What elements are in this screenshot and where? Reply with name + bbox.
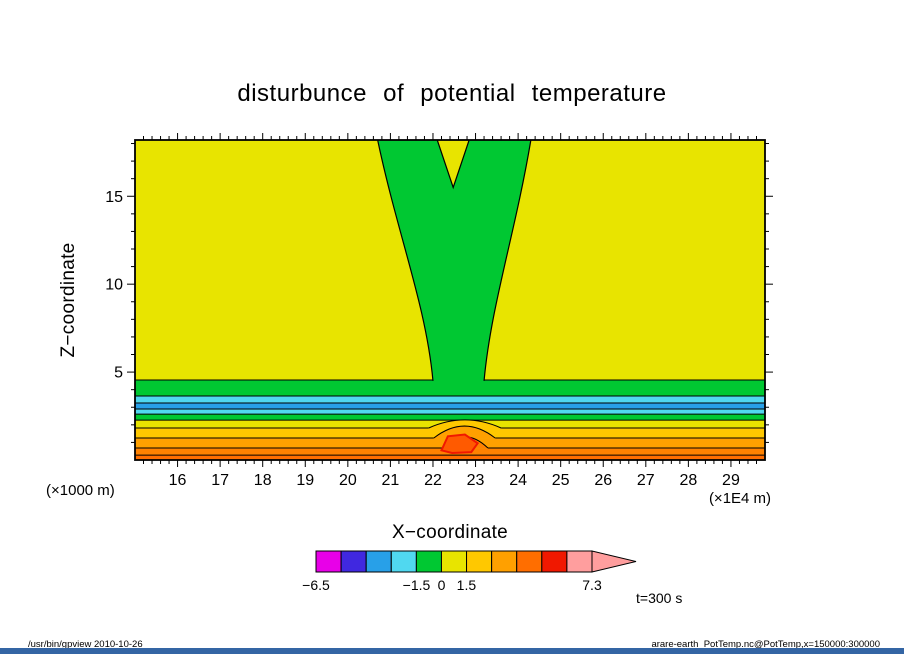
x-tick-label: 19 bbox=[296, 472, 314, 489]
colorbar-segment bbox=[466, 550, 493, 573]
colorbar-segment bbox=[566, 550, 593, 573]
contour-band bbox=[135, 409, 765, 415]
x-tick-label: 27 bbox=[637, 472, 655, 489]
colorbar-segment bbox=[415, 550, 442, 573]
x-tick-label: 17 bbox=[211, 472, 229, 489]
colorbar: −6.5 −1.5 0 1.5 7.3 bbox=[302, 550, 637, 593]
notch-contour bbox=[436, 139, 470, 190]
x-tick-label: 16 bbox=[169, 472, 187, 489]
x-tick-label: 23 bbox=[467, 472, 485, 489]
y-tick-label: 5 bbox=[114, 365, 123, 382]
colorbar-tick-label: 0 bbox=[438, 577, 446, 593]
x-tick-label: 26 bbox=[594, 472, 612, 489]
y-axis-label: Z−coordinate bbox=[58, 242, 79, 357]
colorbar-segment bbox=[491, 550, 518, 573]
contour-band bbox=[135, 455, 765, 460]
mound-contour bbox=[433, 425, 496, 439]
colorbar-tick-label: −1.5 bbox=[403, 577, 431, 593]
plot-axes: 16 17 18 19 20 21 22 23 24 25 26 27 28 29 5 10 15 bbox=[105, 133, 773, 489]
colorbar-segment bbox=[365, 550, 392, 573]
footer-right-text: arare-earth_PotTemp.nc@PotTemp,x=150000:… bbox=[651, 639, 880, 650]
footer-left-text: /usr/bin/gpview 2010-10-26 bbox=[28, 639, 143, 650]
colorbar-segment bbox=[315, 550, 342, 573]
y-axis-unit: (×1000 m) bbox=[46, 482, 115, 499]
x-axis-label: X−coordinate bbox=[392, 522, 508, 543]
notch-shape bbox=[437, 140, 470, 188]
contour-band bbox=[135, 403, 765, 410]
contour-band bbox=[135, 380, 765, 396]
colorbar-tick-label: 1.5 bbox=[457, 577, 477, 593]
mound-contour bbox=[428, 419, 502, 429]
plume-outline-left bbox=[377, 139, 434, 381]
x-tick-label: 25 bbox=[552, 472, 570, 489]
colorbar-segment bbox=[541, 550, 568, 573]
x-tick-label: 28 bbox=[679, 472, 697, 489]
window-bottom-bar bbox=[0, 648, 904, 654]
x-tick-label: 21 bbox=[382, 472, 400, 489]
x-tick-label: 29 bbox=[722, 472, 740, 489]
warm-blob bbox=[440, 433, 480, 454]
contour-field bbox=[135, 139, 765, 460]
time-label: t=300 s bbox=[636, 590, 682, 606]
colorbar-arrow bbox=[591, 550, 637, 573]
contour-band bbox=[135, 396, 765, 404]
y-tick-label: 10 bbox=[105, 277, 123, 294]
colorbar-tick-label: 7.3 bbox=[582, 577, 602, 593]
contour-band bbox=[135, 414, 765, 421]
figure-title: disturbunce of potential temperature bbox=[237, 80, 666, 107]
x-axis-unit: (×1E4 m) bbox=[709, 490, 771, 507]
x-tick-label: 20 bbox=[339, 472, 357, 489]
plume-outline-right bbox=[483, 139, 532, 381]
x-tick-label: 18 bbox=[254, 472, 272, 489]
y-tick-label: 15 bbox=[105, 189, 123, 206]
colorbar-tick-label: −6.5 bbox=[302, 577, 330, 593]
colorbar-segment bbox=[340, 550, 367, 573]
colorbar-segment bbox=[440, 550, 468, 573]
x-tick-label: 24 bbox=[509, 472, 527, 489]
x-tick-label: 22 bbox=[424, 472, 442, 489]
colorbar-segment bbox=[516, 550, 543, 573]
colorbar-segment bbox=[390, 550, 417, 573]
